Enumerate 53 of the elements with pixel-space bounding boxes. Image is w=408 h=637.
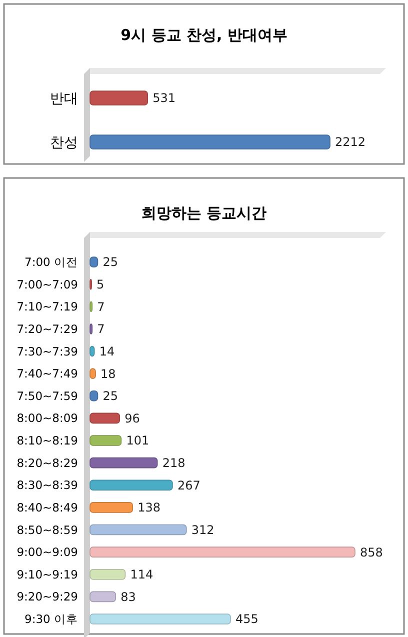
data-label: 101 <box>126 434 150 448</box>
y-tick-label: 8:10~8:19 <box>16 434 78 448</box>
bar <box>90 502 134 513</box>
bar <box>90 568 126 580</box>
data-label: 531 <box>152 91 176 106</box>
data-label: 14 <box>99 344 115 358</box>
bar <box>90 324 93 334</box>
data-label: 455 <box>236 612 258 626</box>
data-label: 218 <box>162 456 186 470</box>
y-tick-label: 9:20~9:29 <box>16 590 78 604</box>
data-label: 138 <box>138 500 161 515</box>
y-tick-label: 8:50~8:59 <box>16 522 78 537</box>
bar <box>90 591 116 602</box>
y-tick-label: 8:40~8:49 <box>16 500 78 514</box>
y-tick-label: 8:20~8:29 <box>16 456 78 470</box>
data-label: 5 <box>96 278 104 292</box>
y-tick-label: 7:30~7:39 <box>16 344 78 358</box>
y-tick-label: 9:10~9:19 <box>16 567 78 582</box>
bar <box>90 457 158 468</box>
y-tick-label: 9:30 이후 <box>24 612 78 626</box>
y-tick-label: 7:50~7:59 <box>16 388 78 403</box>
chart-title: 희망하는 등교시간 <box>141 204 267 222</box>
y-tick-label: 8:30~8:39 <box>16 478 78 492</box>
y-tick-label: 9:00~9:09 <box>16 545 78 560</box>
data-label: 96 <box>124 411 140 426</box>
data-label: 25 <box>102 255 118 270</box>
bar <box>90 480 173 491</box>
data-label: 114 <box>130 568 154 582</box>
y-tick-label: 8:00~8:09 <box>16 411 78 426</box>
bar <box>90 435 122 446</box>
data-label: 858 <box>360 545 383 560</box>
y-tick-label: 찬성 <box>50 134 78 151</box>
data-label: 2212 <box>335 135 366 150</box>
data-label: 83 <box>120 590 136 604</box>
chart-title: 9시 등교 찬성, 반대여부 <box>120 26 288 44</box>
y-tick-label: 7:00 이전 <box>24 255 78 270</box>
bar <box>90 412 120 424</box>
y-tick-label: 7:00~7:09 <box>16 277 78 292</box>
bar <box>90 546 356 558</box>
y-tick-label: 7:20~7:29 <box>16 322 78 336</box>
bar <box>90 301 93 312</box>
data-label: 7 <box>97 322 105 336</box>
data-label: 25 <box>102 389 118 404</box>
y-tick-label: 7:10~7:19 <box>16 300 78 314</box>
bar <box>90 524 187 536</box>
y-tick-label: 반대 <box>50 90 78 107</box>
data-label: 18 <box>100 366 116 381</box>
bar <box>90 614 231 624</box>
bar <box>90 256 98 268</box>
data-label: 7 <box>97 300 105 314</box>
data-label: 312 <box>191 522 214 537</box>
y-tick-label: 7:40~7:49 <box>16 366 78 381</box>
data-label: 267 <box>177 478 200 492</box>
